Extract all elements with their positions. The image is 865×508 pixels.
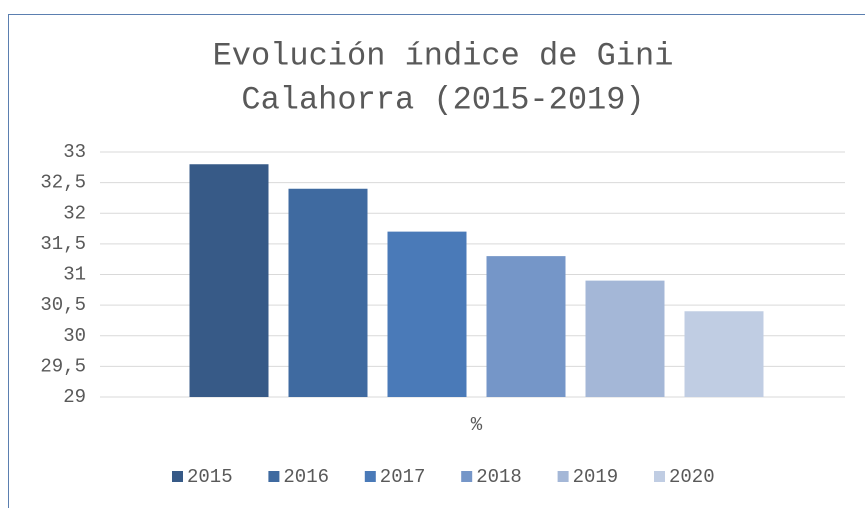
y-tick-label: 29 xyxy=(63,386,86,408)
y-tick-label: 32,5 xyxy=(40,172,86,194)
legend-label: 2015 xyxy=(187,466,233,488)
legend-label: 2016 xyxy=(283,466,329,488)
y-tick-label: 30 xyxy=(63,325,86,347)
legend-label: 2019 xyxy=(573,466,619,488)
legend-swatch xyxy=(364,471,376,482)
bar xyxy=(585,280,665,397)
chart-border xyxy=(8,14,865,508)
x-tick-label: % xyxy=(471,414,483,436)
y-tick-label: 29,5 xyxy=(40,355,86,377)
bar xyxy=(486,256,566,397)
legend-swatch xyxy=(461,471,473,482)
y-tick-label: 30,5 xyxy=(40,294,86,316)
y-tick-label: 31,5 xyxy=(40,233,86,255)
bar xyxy=(387,231,467,397)
legend-swatch xyxy=(557,471,569,482)
y-tick-label: 31 xyxy=(63,264,86,286)
legend-label: 2018 xyxy=(476,466,522,488)
chart-title: Evolución índice de Gini xyxy=(213,37,674,74)
y-tick-label: 33 xyxy=(63,141,86,163)
legend-swatch xyxy=(172,471,183,482)
bar xyxy=(288,188,368,397)
legend-label: 2017 xyxy=(380,466,426,488)
chart-title: Calahorra (2015-2019) xyxy=(241,81,644,118)
legend-swatch xyxy=(268,471,280,482)
legend-label: 2020 xyxy=(669,466,715,488)
bar xyxy=(189,164,269,397)
legend-swatch xyxy=(654,471,665,482)
y-tick-label: 32 xyxy=(63,202,86,224)
bar xyxy=(684,311,764,397)
